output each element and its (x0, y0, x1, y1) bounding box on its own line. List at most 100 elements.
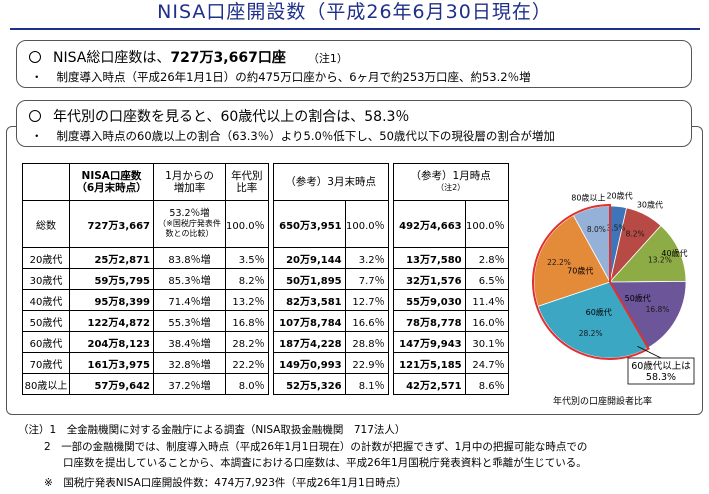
header-growth-line1: 1月からの (165, 170, 214, 182)
pie-value-label: 8.0% (587, 225, 606, 234)
footnote-3-text: 国税庁発表NISA口座開設件数：474万7,923件（平成26年1月1日時点） (63, 477, 407, 489)
age-headline: 年代別の口座数を見ると、60歳代以上の割合は、58.3％ (29, 106, 409, 126)
table-row: 70歳代 161万3,975 32.8％増 22.2％ 149万0,993 22.9％ 12… (22, 352, 509, 374)
cell-growth: 32.8％増 (153, 352, 226, 374)
cell-accounts: 727万3,667 (69, 200, 154, 248)
page-title: NISA口座開設数（平成26年6月30日現在） (157, 1, 552, 23)
cell-march: 50万1,895 (272, 268, 346, 290)
circle-bullet-icon (29, 110, 41, 122)
pie-value-label: 28.2% (579, 329, 603, 338)
total-headline-value: 727万3,667口座 (170, 50, 286, 66)
cell-ratio: 8.0％ (225, 373, 269, 395)
footnotes: （注）1 全金融機関に対する金融庁による調査（NISA取扱金融機関 717法人）… (0, 419, 709, 494)
cell-march: 52万5,326 (272, 373, 346, 395)
row-label: 30歳代 (22, 268, 70, 290)
cell-march-ratio: 8.1％ (344, 373, 389, 395)
footnote-1-text: 全金融機関に対する金融庁による調査（NISA取扱金融機関 717法人） (66, 424, 406, 436)
cell-january-ratio: 16.0％ (464, 310, 509, 332)
cell-accounts: 57万9,642 (69, 373, 154, 395)
cell-january: 492万4,663 (392, 200, 466, 248)
header-growth-line2: 増加率 (173, 182, 206, 194)
cell-january: 42万2,571 (392, 373, 466, 395)
cell-january: 55万9,030 (392, 289, 466, 311)
title-underline (10, 28, 700, 30)
cell-march-ratio: 7.7％ (344, 268, 389, 290)
pie-category-label: 80歳以上 (571, 193, 605, 203)
header-accounts-line1: NISA口座数 (81, 170, 142, 182)
header-ratio: 年代別 比率 (225, 163, 269, 201)
header-ratio-line1: 年代別 (231, 170, 263, 182)
row-label: 70歳代 (22, 352, 70, 374)
table-row: 30歳代 59万5,795 85.3％増 8.2％ 50万1,895 7.7％ 32万1,5… (22, 268, 509, 290)
header-blank (22, 163, 70, 201)
cell-january: 32万1,576 (392, 268, 466, 290)
pie-value-label: 16.8% (646, 305, 670, 314)
table-row: 60歳代 204万8,123 38.4％増 28.2％ 187万4,228 28.8％ 14… (22, 331, 509, 353)
cell-growth-line3: 数との比較） (165, 229, 214, 238)
header-ratio-line2: 比率 (236, 182, 258, 194)
cell-january: 121万5,185 (392, 352, 466, 374)
pie-value-label: 22.2% (547, 258, 571, 267)
cell-march-ratio: 3.2％ (344, 247, 389, 269)
cell-march: 107万8,784 (272, 310, 346, 332)
footnote-3: ※ 国税庁発表NISA口座開設件数：474万7,923件（平成26年1月1日時点… (44, 475, 407, 490)
dot-bullet-icon: ・ (31, 129, 43, 143)
footnote-2-cont: 口座数を提出していることから、本調査における口座数は、平成26年1月国税庁発表資… (63, 455, 587, 470)
footnote-2-text-line2: 口座数を提出していることから、本調査における口座数は、平成26年1月国税庁発表資… (63, 457, 587, 469)
header-january-line1: （参考）1月時点 (410, 170, 491, 182)
cell-march-ratio: 22.9％ (344, 352, 389, 374)
age-ratio-pie-chart: 3.5% 20歳代 8.2% 30歳代 13.2%40歳代 16.8% 50歳代 28.2% 6… (532, 191, 695, 385)
header-january: （参考）1月時点 （注2） (392, 163, 509, 201)
cell-march: 650万3,951 (272, 200, 346, 248)
footnote-2-mark: 2 (44, 441, 51, 453)
row-label: 総数 (22, 200, 70, 248)
pie-slice-4 (609, 281, 687, 349)
cell-accounts: 59万5,795 (69, 268, 154, 290)
cell-growth: 37.2％増 (153, 373, 226, 395)
cell-growth: 55.3％増 (153, 310, 226, 332)
cell-accounts: 95万8,399 (69, 289, 154, 311)
cell-march: 149万0,993 (272, 352, 346, 374)
callout-box (627, 357, 695, 385)
summary-box-age: 年代別の口座数を見ると、60歳代以上の割合は、58.3％ ・制度導入時点の60歳… (16, 100, 692, 147)
cell-january-ratio: 6.5％ (464, 268, 509, 290)
row-label: 50歳代 (22, 310, 70, 332)
pie-category-label: 20歳代 (606, 191, 632, 201)
cell-january-ratio: 11.4％ (464, 289, 509, 311)
cell-march-ratio: 12.7％ (344, 289, 389, 311)
cell-growth-line2: （※国税庁発表件 (158, 219, 221, 228)
cell-ratio: 22.2％ (225, 352, 269, 374)
cell-january: 13万7,580 (392, 247, 466, 269)
cell-march-ratio: 100.0％ (344, 200, 389, 248)
total-headline-prefix: NISA総口座数は、 (53, 50, 171, 66)
total-headline-note: （注1） (307, 52, 348, 65)
footnote-1: （注）1 全金融機関に対する金融庁による調査（NISA取扱金融機関 717法人） (18, 422, 405, 437)
header-january-line2: （注2） (436, 183, 466, 192)
cell-march-ratio: 16.6％ (344, 310, 389, 332)
total-subline: ・制度導入時点（平成26年1月1日）の約475万口座から、6ヶ月で約253万口座… (31, 69, 531, 85)
pie-category-label: 60歳代 (586, 307, 612, 317)
cell-january: 147万9,943 (392, 331, 466, 353)
pie-slice-3 (609, 225, 687, 283)
pie-value-label: 13.2% (648, 256, 672, 265)
cell-ratio: 13.2％ (225, 289, 269, 311)
pie-category-label: 40歳代 (661, 248, 687, 258)
cell-march: 20万9,144 (272, 247, 346, 269)
cell-january-ratio: 2.8％ (464, 247, 509, 269)
cell-growth-line1: 53.2％増 (169, 208, 210, 219)
pie-highlight-outline (532, 203, 650, 360)
cell-ratio: 8.2％ (225, 268, 269, 290)
footnote-1-mark: （注）1 (18, 424, 57, 436)
accounts-table: NISA口座数 （6月末時点） 1月からの 増加率 年代別 比率 （参考）3月末… (22, 163, 509, 395)
cell-january-ratio: 30.1％ (464, 331, 509, 353)
cell-ratio: 28.2％ (225, 331, 269, 353)
header-accounts: NISA口座数 （6月末時点） (69, 163, 154, 201)
pie-category-label: 70歳代 (567, 265, 593, 275)
cell-growth: 53.2％増 （※国税庁発表件 数との比較） (153, 200, 226, 248)
cell-march-ratio: 28.8％ (344, 331, 389, 353)
row-label: 40歳代 (22, 289, 70, 311)
table-row: 50歳代 122万4,872 55.3％増 16.8％ 107万8,784 16.6％ 78… (22, 310, 509, 332)
table-row-total: 総数 727万3,667 53.2％増 （※国税庁発表件 数との比較） 100.… (22, 200, 509, 248)
total-subline-text: 制度導入時点（平成26年1月1日）の約475万口座から、6ヶ月で約253万口座、… (56, 70, 531, 84)
age-headline-text: 年代別の口座数を見ると、60歳代以上の割合は、58.3％ (53, 109, 410, 125)
